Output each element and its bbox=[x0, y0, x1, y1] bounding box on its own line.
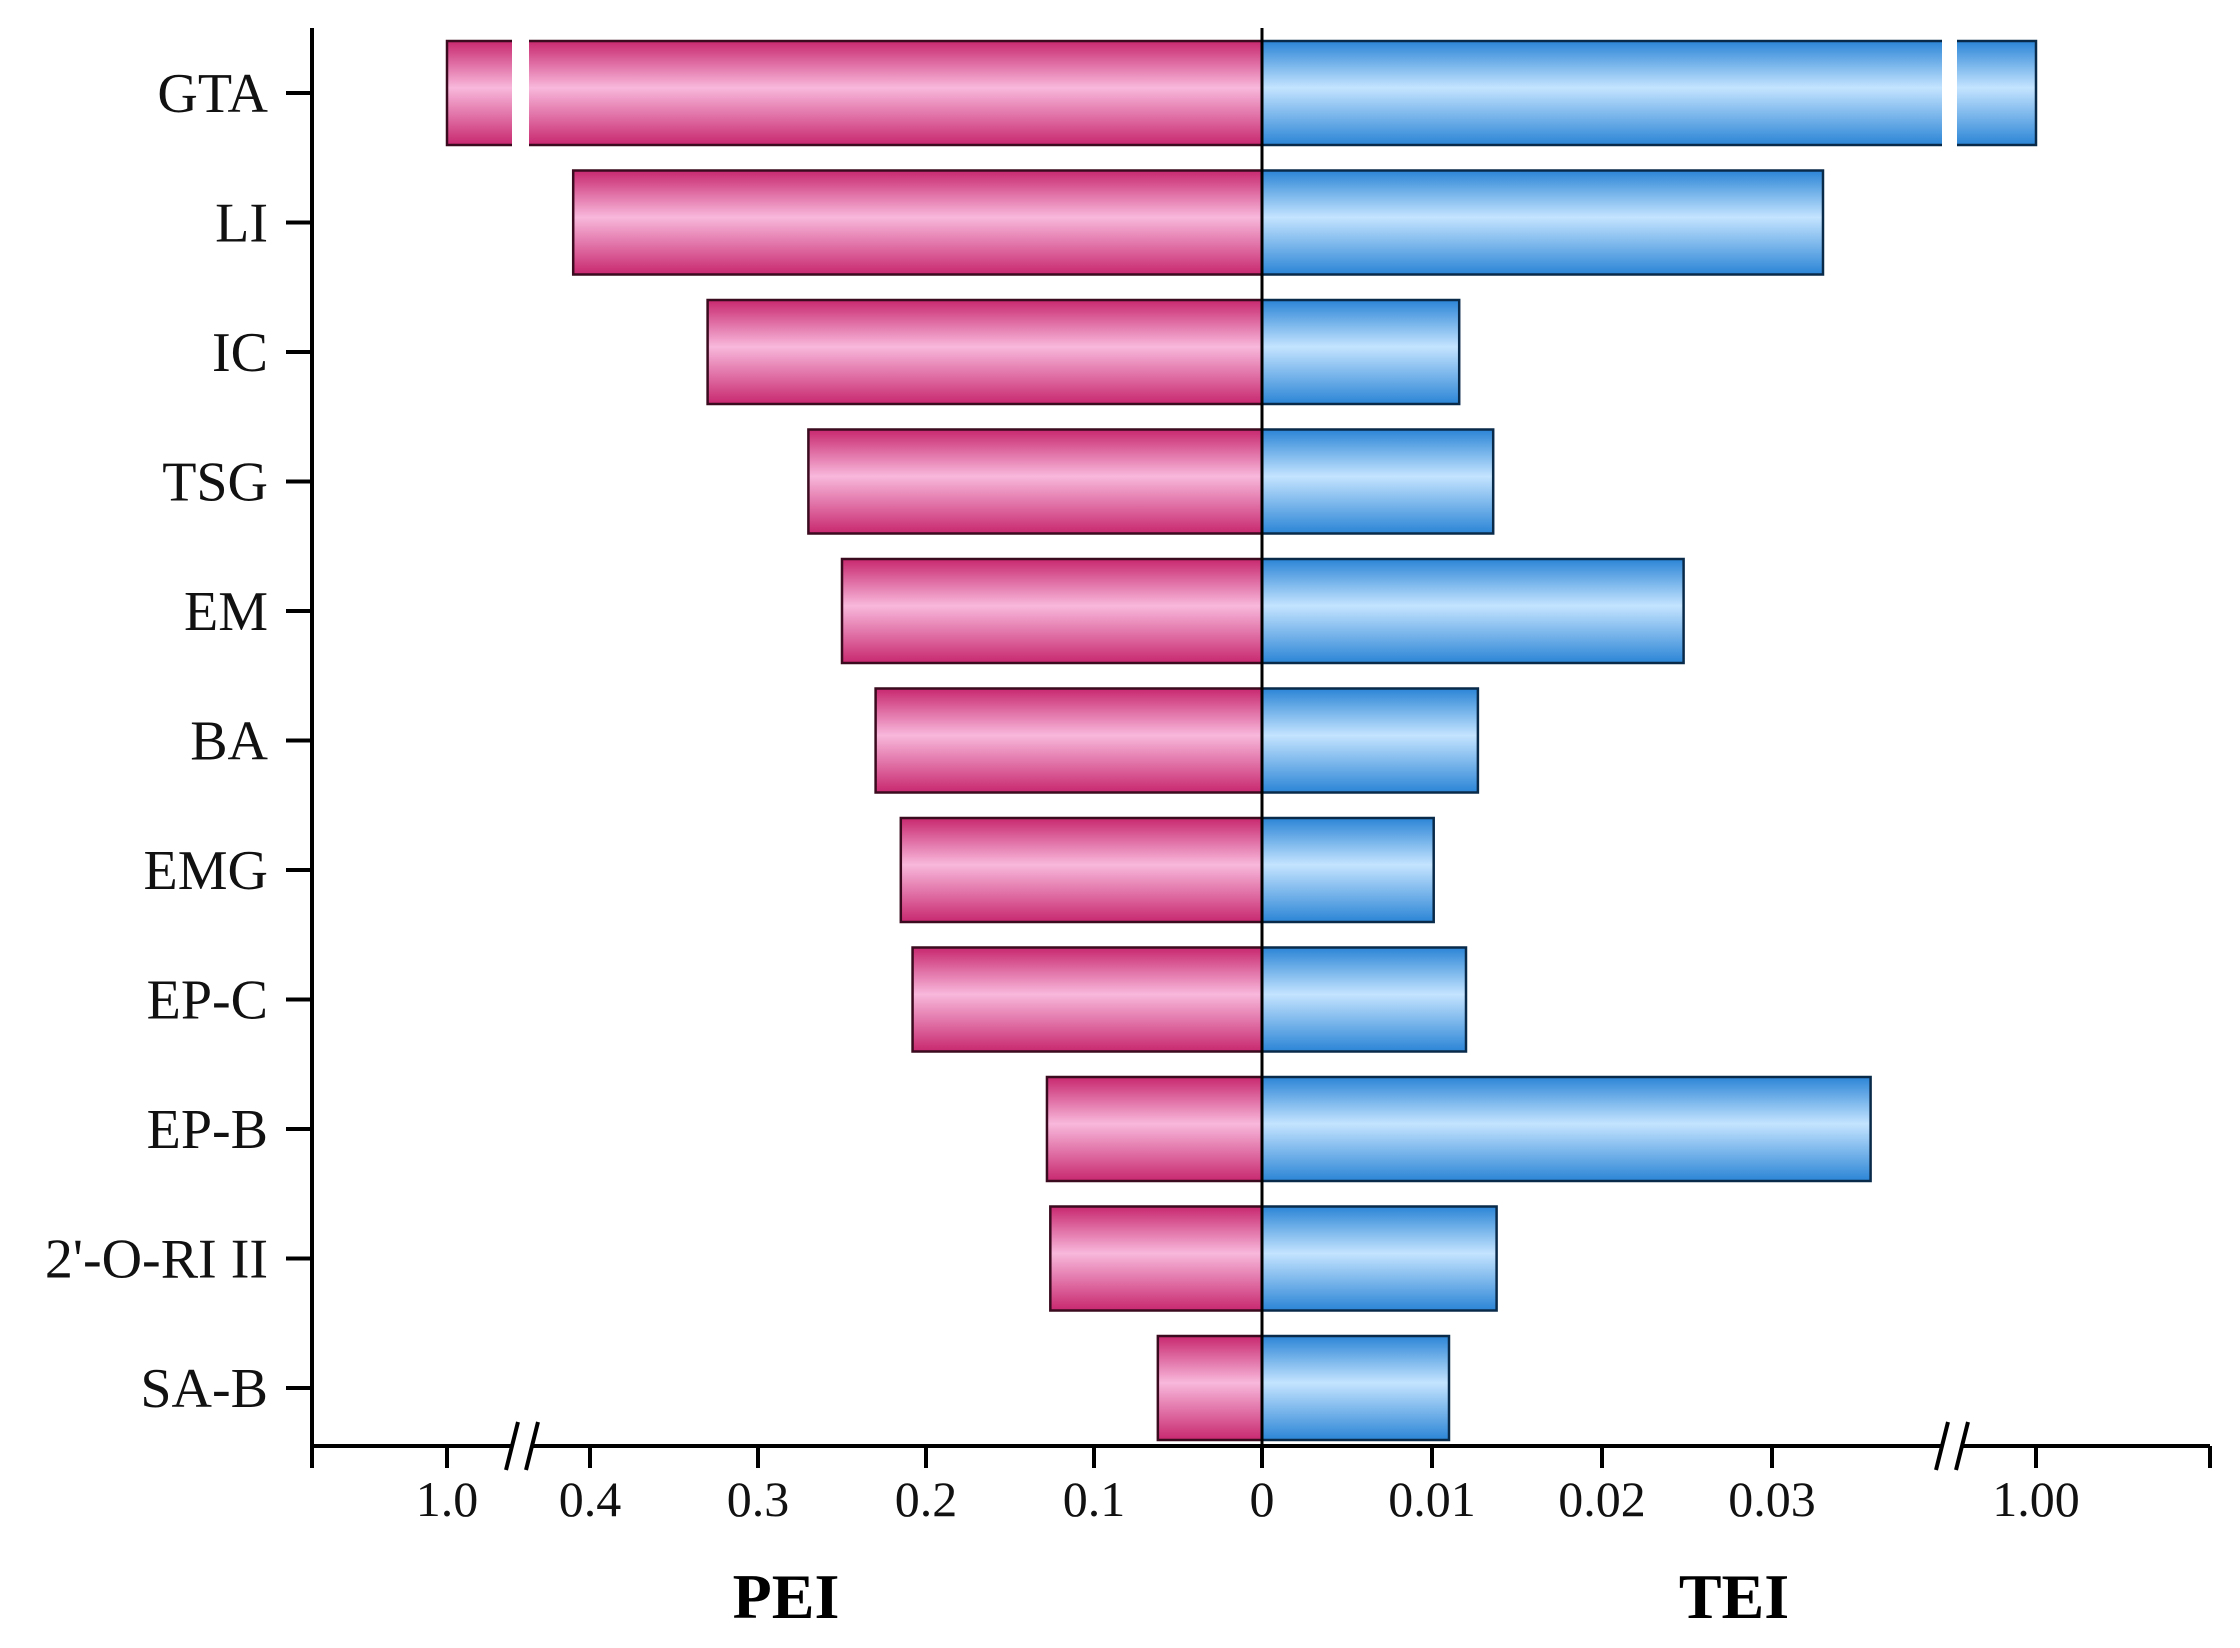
tei-bar-ep-c bbox=[1260, 946, 1468, 1053]
category-label-ep-b: EP-B bbox=[147, 1099, 268, 1161]
pei-bar-em bbox=[840, 557, 1264, 665]
pei-bar-ba bbox=[874, 687, 1264, 794]
x-tick-label-pei-0: 0 bbox=[1250, 1471, 1275, 1527]
category-label-em: EM bbox=[184, 581, 268, 643]
x-tick-label-pei-0-3: 0.3 bbox=[727, 1471, 790, 1527]
tei-bar-li bbox=[1260, 169, 1825, 276]
pei-bar-break-gta bbox=[512, 37, 529, 149]
tei-bar-tsg bbox=[1260, 428, 1495, 535]
tei-bar-sa-b bbox=[1260, 1334, 1451, 1442]
pei-bar-emg bbox=[899, 816, 1264, 924]
tei-bar-ic bbox=[1260, 298, 1461, 406]
category-label-li: LI bbox=[215, 193, 268, 255]
category-label-sa-b: SA-B bbox=[140, 1358, 268, 1420]
tei-bar-2-o-ri-ii bbox=[1260, 1205, 1498, 1312]
category-label-2-o-ri-ii: 2'-O-RI II bbox=[45, 1229, 268, 1291]
tei-axis-title: TEI bbox=[1679, 1561, 1789, 1632]
axis-break-mark bbox=[524, 1421, 540, 1471]
pei-bar-tsg bbox=[807, 428, 1264, 535]
axis-break-mark bbox=[504, 1421, 520, 1471]
tei-bar-emg bbox=[1260, 816, 1435, 924]
category-label-emg: EMG bbox=[144, 840, 268, 902]
tei-bar-break-gta bbox=[1942, 37, 1957, 149]
bar-break-marks bbox=[512, 37, 1957, 149]
pei-axis-title: PEI bbox=[733, 1561, 840, 1632]
pei-bar-gta bbox=[445, 39, 1264, 147]
tei-bar-ep-b bbox=[1260, 1075, 1872, 1183]
x-tick-label-pei-1-0: 1.0 bbox=[416, 1471, 479, 1527]
pei-bar-sa-b bbox=[1156, 1334, 1264, 1442]
tei-bar-gta bbox=[1260, 39, 2038, 147]
category-label-ep-c: EP-C bbox=[147, 970, 268, 1032]
x-tick-label-tei-0-02: 0.02 bbox=[1558, 1471, 1646, 1527]
category-label-gta: GTA bbox=[157, 63, 268, 125]
pei-bar-2-o-ri-ii bbox=[1049, 1205, 1264, 1312]
category-label-ic: IC bbox=[212, 322, 268, 384]
y-axis-categories: GTA LI IC TSG EM BA EMG EP-C EP-B 2'-O-RI II SA-B bbox=[45, 63, 312, 1420]
axis-break-mark bbox=[1934, 1421, 1950, 1471]
pei-bar-ep-c bbox=[911, 946, 1264, 1053]
axis-break-mark bbox=[1954, 1421, 1970, 1471]
x-tick-label-pei-0-1: 0.1 bbox=[1063, 1471, 1126, 1527]
category-label-ba: BA bbox=[190, 711, 268, 773]
x-tick-label-tei-1-00: 1.00 bbox=[1992, 1471, 2080, 1527]
pei-bar-ep-b bbox=[1045, 1075, 1264, 1183]
x-tick-label-pei-0-2: 0.2 bbox=[895, 1471, 958, 1527]
tei-bar-em bbox=[1260, 557, 1685, 665]
x-tick-label-tei-0-01: 0.01 bbox=[1388, 1471, 1476, 1527]
category-label-tsg: TSG bbox=[162, 452, 268, 514]
tei-bar-ba bbox=[1260, 687, 1480, 794]
bars-group bbox=[445, 39, 2038, 1442]
pei-bar-ic bbox=[706, 298, 1264, 406]
x-tick-label-tei-0-03: 0.03 bbox=[1728, 1471, 1816, 1527]
x-tick-label-pei-0-4: 0.4 bbox=[559, 1471, 622, 1527]
pei-bar-li bbox=[571, 169, 1264, 276]
x-axis: 1.0 0.4 0.3 0.2 0.1 0 0.01 0.02 0.03 1.00 bbox=[310, 1421, 2212, 1527]
